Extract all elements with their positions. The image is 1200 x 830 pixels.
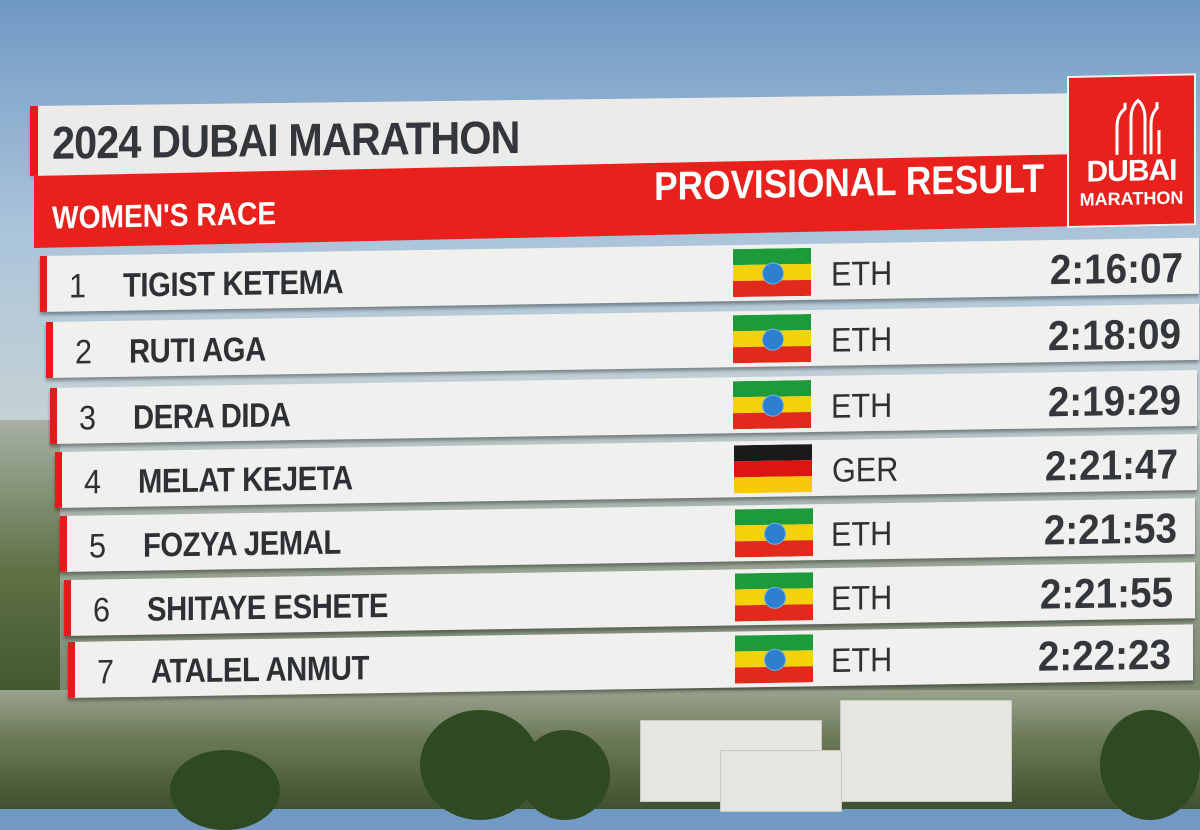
finish-time: 2:19:29 [1047,376,1181,426]
ethiopia-flag-icon [735,572,813,622]
result-row: 1 TIGIST KETEMA ETH 2:16:07 [40,237,1199,312]
finish-time: 2:21:47 [1044,440,1178,490]
race-label: WOMEN'S RACE [52,194,277,236]
finish-time: 2:21:55 [1039,568,1173,618]
runner-name: TIGIST KETEMA [123,263,344,305]
runner-name: ATALEL ANMUT [151,649,369,691]
finish-time: 2:16:07 [1049,244,1183,294]
result-row: 2 RUTI AGA ETH 2:18:09 [46,303,1199,378]
result-rank: 3 [79,399,97,438]
logo-text-marathon: MARATHON [1079,187,1184,210]
country-code: ETH [831,386,893,426]
country-code: ETH [831,514,893,554]
finish-time: 2:22:23 [1037,630,1171,680]
background-greenery [0,420,60,720]
event-title: 2024 DUBAI MARATHON [52,111,520,169]
finish-time: 2:18:09 [1047,310,1181,360]
background-tree [1100,710,1200,820]
results-board: 2024 DUBAI MARATHON WOMEN'S RACE PROVISI… [30,73,1199,698]
ethiopia-flag-icon [733,247,811,298]
background-tree [520,730,610,820]
result-status: PROVISIONAL RESULT [654,156,1044,210]
country-code: ETH [831,641,893,681]
runner-name: FOZYA JEMAL [143,523,341,565]
finish-time: 2:21:53 [1043,504,1177,554]
runner-name: SHITAYE ESHETE [147,586,388,629]
ethiopia-flag-icon [735,634,813,684]
logo-text-dubai: DUBAI [1086,153,1177,189]
ethiopia-flag-icon [733,313,811,364]
result-rank: 2 [75,333,93,372]
country-code: ETH [831,320,893,360]
result-row: 5 FOZYA JEMAL ETH 2:21:53 [60,498,1195,572]
result-row: 4 MELAT KEJETA GER 2:21:47 [55,434,1197,508]
result-rank: 7 [97,653,115,692]
result-rank: 4 [84,463,102,502]
germany-flag-icon [734,444,812,494]
tower-icon [1115,98,1161,155]
result-row: 3 DERA DIDA ETH 2:19:29 [50,369,1197,444]
result-rank: 5 [89,527,107,566]
result-row: 6 SHITAYE ESHETE ETH 2:21:55 [64,562,1195,636]
runner-name: RUTI AGA [129,330,266,371]
runner-name: MELAT KEJETA [138,459,353,501]
country-code: ETH [831,254,893,294]
ethiopia-flag-icon [733,380,811,430]
country-code: GER [832,450,899,490]
ethiopia-flag-icon [735,508,813,558]
result-rank: 6 [93,591,111,630]
result-rank: 1 [69,267,87,306]
dubai-marathon-logo: DUBAI MARATHON [1067,73,1196,228]
runner-name: DERA DIDA [133,396,291,437]
result-row: 7 ATALEL ANMUT ETH 2:22:23 [68,624,1193,698]
country-code: ETH [831,578,893,618]
